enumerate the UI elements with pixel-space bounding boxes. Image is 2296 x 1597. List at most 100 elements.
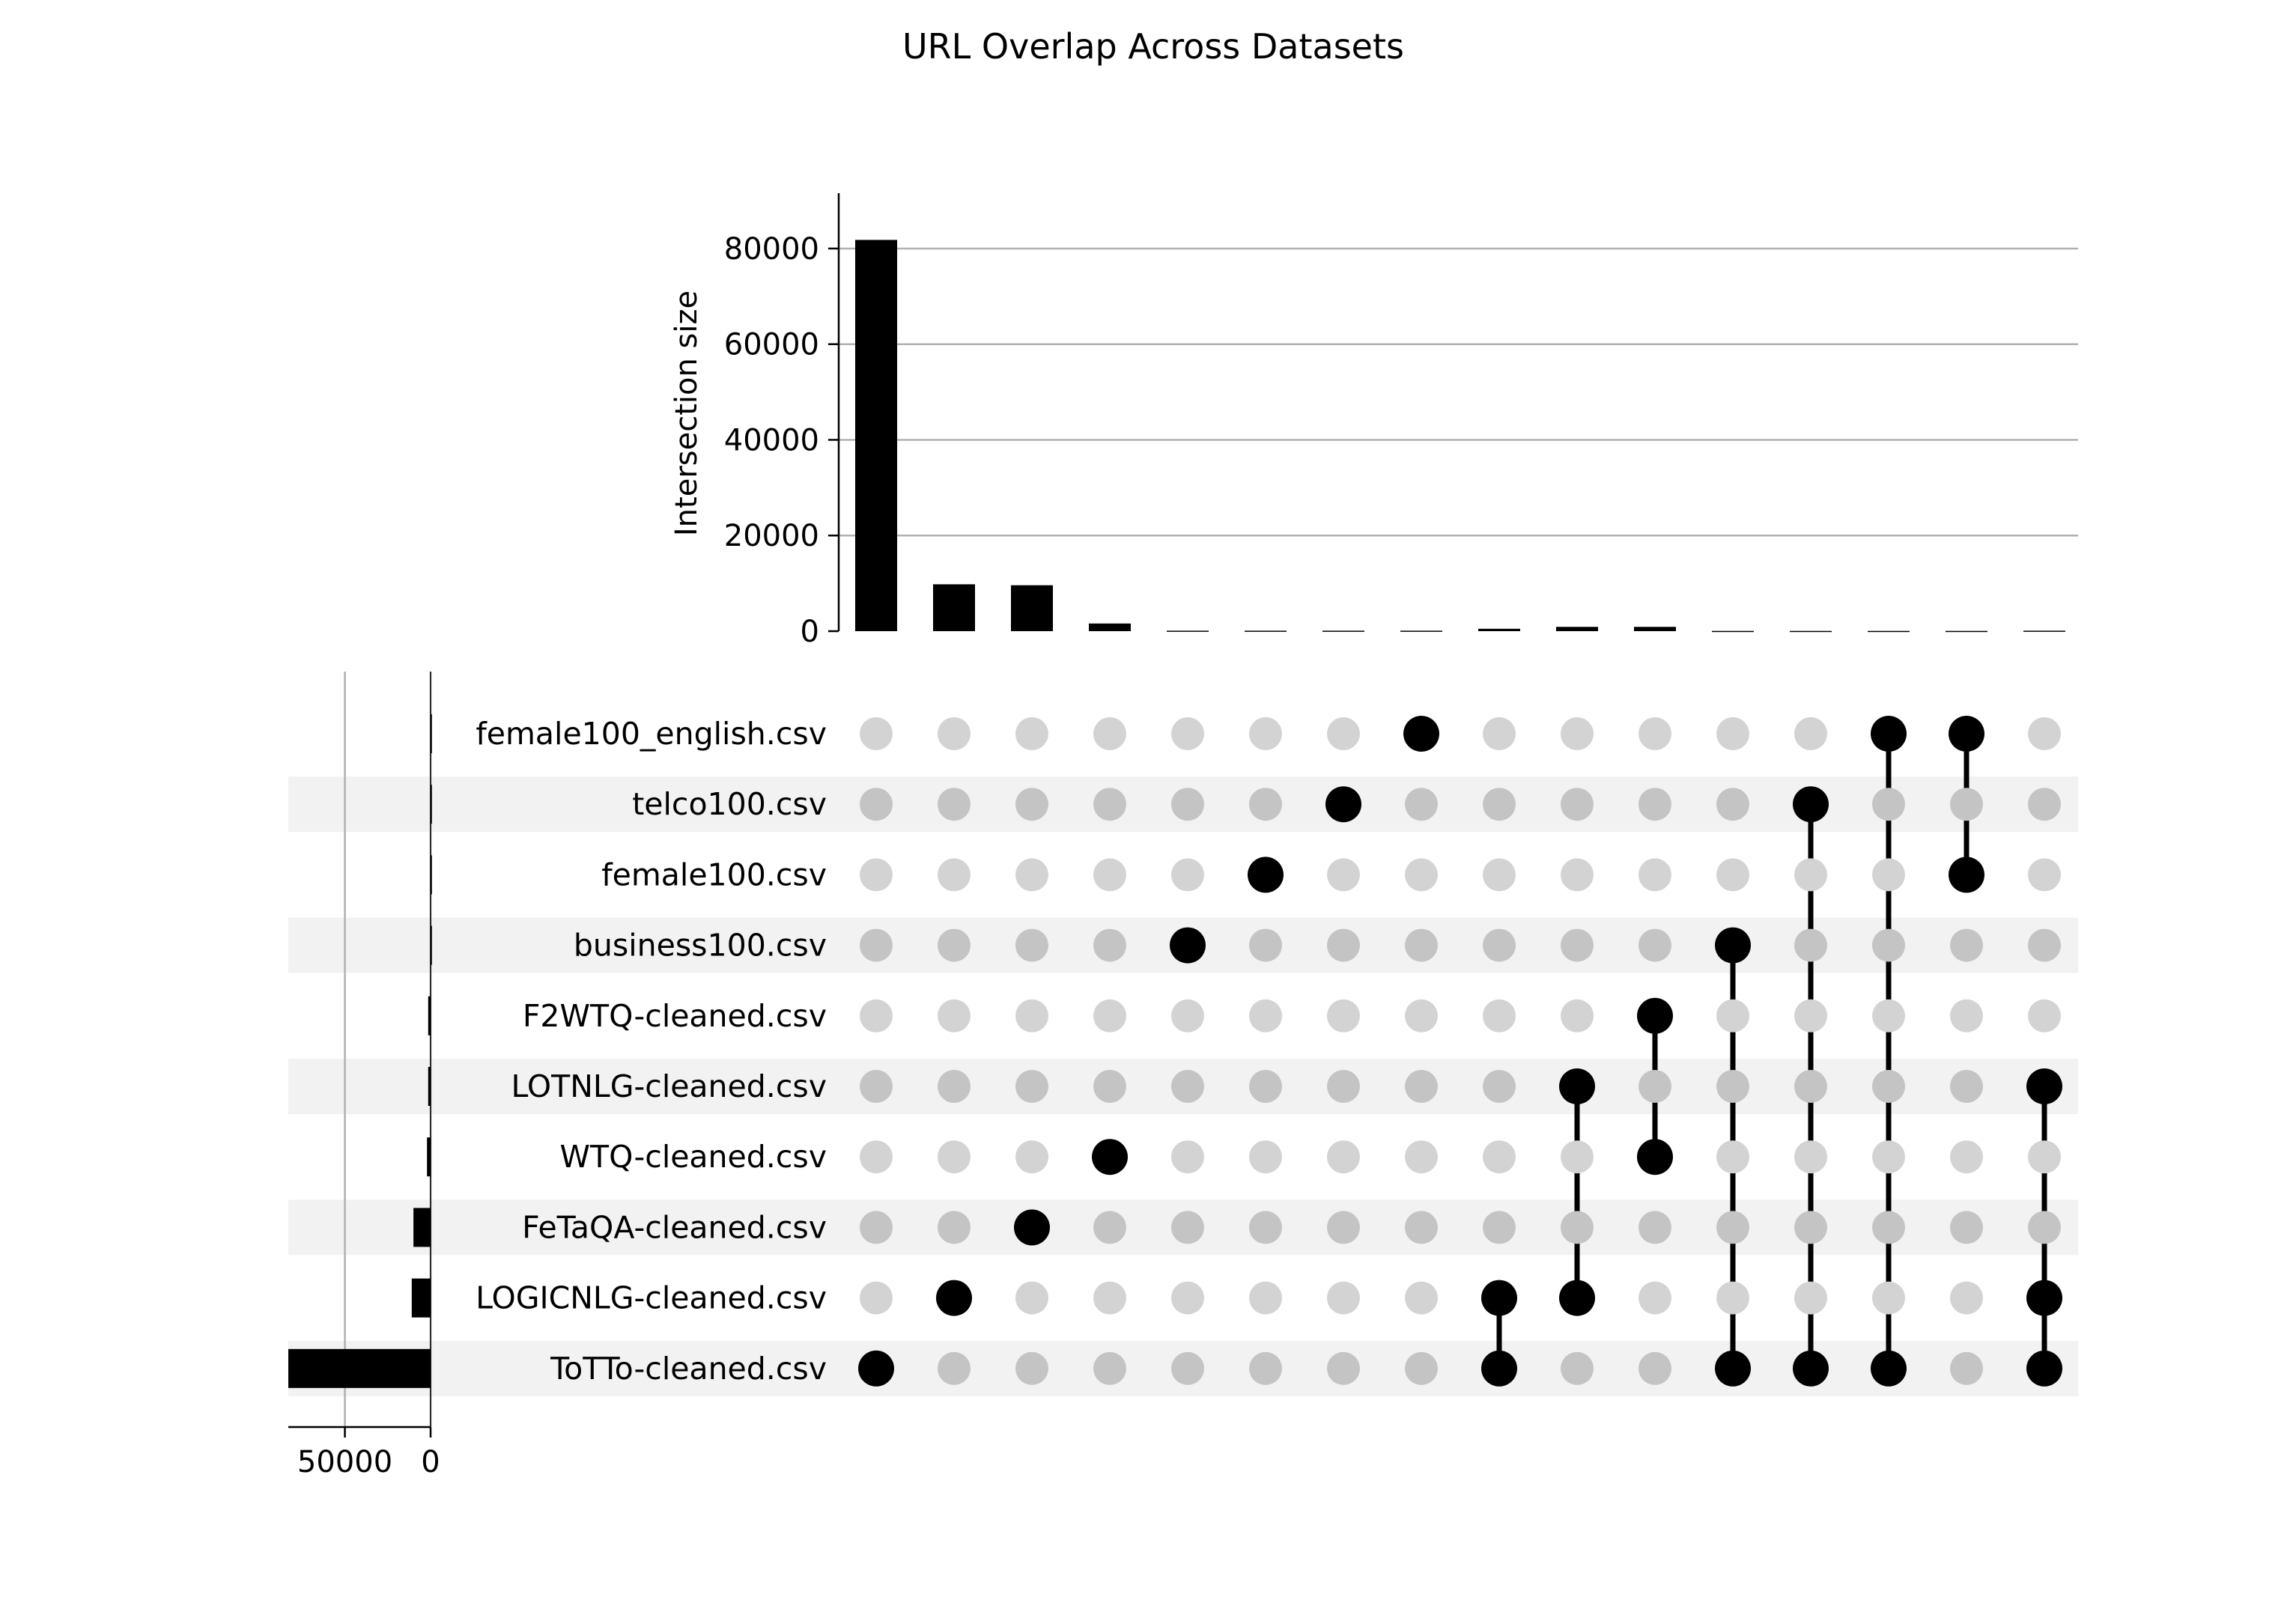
matrix-dot-inactive bbox=[2028, 928, 2061, 962]
matrix-dot-active bbox=[1481, 1350, 1517, 1387]
matrix-dot-inactive bbox=[1171, 1070, 1204, 1103]
matrix-dot-inactive bbox=[1561, 1351, 1594, 1385]
matrix-dot-inactive bbox=[1093, 1070, 1126, 1103]
matrix-dot-inactive bbox=[1093, 1211, 1126, 1244]
matrix-dot-inactive bbox=[1716, 717, 1749, 750]
set-label: business100.csv bbox=[574, 928, 827, 964]
matrix-dot-inactive bbox=[860, 858, 893, 892]
matrix-dot-inactive bbox=[1872, 1281, 1905, 1315]
matrix-dot-inactive bbox=[1483, 1070, 1516, 1103]
matrix-dot-inactive bbox=[938, 1070, 971, 1103]
matrix-dot-inactive bbox=[1872, 999, 1905, 1032]
matrix-dot-inactive bbox=[1171, 788, 1204, 821]
matrix-dot-inactive bbox=[1716, 858, 1749, 892]
matrix-dot-inactive bbox=[938, 717, 971, 750]
matrix-dot-inactive bbox=[1405, 858, 1438, 892]
matrix-dot-inactive bbox=[1015, 928, 1048, 962]
matrix-dot-inactive bbox=[1483, 999, 1516, 1032]
intersection-bar bbox=[1245, 630, 1287, 632]
matrix-dot-inactive bbox=[1015, 999, 1048, 1032]
set-size-bar bbox=[430, 714, 432, 753]
matrix-dot-inactive bbox=[1327, 928, 1360, 962]
membership-matrix bbox=[858, 716, 2062, 1387]
matrix-dot-inactive bbox=[1249, 717, 1282, 750]
matrix-dot-inactive bbox=[1716, 1211, 1749, 1244]
matrix-dot-inactive bbox=[1794, 1070, 1827, 1103]
matrix-dot-inactive bbox=[1015, 1140, 1048, 1174]
y-tick-label: 20000 bbox=[724, 519, 819, 553]
matrix-dot-active bbox=[1793, 1350, 1829, 1387]
matrix-dot-inactive bbox=[938, 1351, 971, 1385]
intersection-bar bbox=[1712, 630, 1754, 633]
matrix-dot-inactive bbox=[1483, 788, 1516, 821]
chart-title: URL Overlap Across Datasets bbox=[902, 26, 1404, 67]
matrix-dot-active bbox=[1715, 1350, 1751, 1387]
matrix-dot-active bbox=[1014, 1209, 1050, 1246]
matrix-dot-inactive bbox=[1093, 1351, 1126, 1385]
matrix-dot-inactive bbox=[1561, 999, 1594, 1032]
matrix-dot-inactive bbox=[1794, 1211, 1827, 1244]
matrix-dot-inactive bbox=[1872, 858, 1905, 892]
matrix-dot-inactive bbox=[1483, 1140, 1516, 1174]
matrix-dot-inactive bbox=[1093, 999, 1126, 1032]
matrix-dot-inactive bbox=[1327, 1281, 1360, 1315]
intersection-bar bbox=[1478, 628, 1520, 631]
matrix-dot-inactive bbox=[1405, 1070, 1438, 1103]
matrix-dot-inactive bbox=[1950, 788, 1983, 821]
set-size-bar bbox=[430, 925, 432, 965]
set-size-bar bbox=[428, 996, 431, 1035]
matrix-dot-inactive bbox=[1249, 1351, 1282, 1385]
set-label: LOTNLG-cleaned.csv bbox=[511, 1068, 827, 1104]
intersection-bar bbox=[1167, 630, 1209, 632]
set-label: FeTaQA-cleaned.csv bbox=[522, 1209, 827, 1245]
matrix-dot-inactive bbox=[1794, 858, 1827, 892]
intersection-bar bbox=[2023, 630, 2065, 632]
set-size-bar bbox=[430, 785, 432, 824]
intersection-bar bbox=[1868, 630, 1910, 633]
matrix-dot-inactive bbox=[1639, 717, 1671, 750]
matrix-dot-inactive bbox=[860, 1140, 893, 1174]
set-labels: female100_english.csv telco100.csv female1… bbox=[476, 716, 827, 1387]
matrix-dot-active bbox=[858, 1350, 894, 1387]
matrix-dot-inactive bbox=[860, 1281, 893, 1315]
matrix-dot-inactive bbox=[1327, 1070, 1360, 1103]
matrix-dot-active bbox=[1871, 1350, 1907, 1387]
matrix-dot-inactive bbox=[1405, 788, 1438, 821]
matrix-dot-inactive bbox=[1639, 858, 1671, 892]
matrix-dot-active bbox=[1559, 1280, 1595, 1316]
set-label: F2WTQ-cleaned.csv bbox=[523, 998, 827, 1034]
matrix-dot-inactive bbox=[1171, 717, 1204, 750]
matrix-dot-inactive bbox=[1561, 717, 1594, 750]
matrix-dot-inactive bbox=[1015, 788, 1048, 821]
matrix-dot-inactive bbox=[1171, 1211, 1204, 1244]
matrix-dot-inactive bbox=[938, 999, 971, 1032]
matrix-dot-inactive bbox=[1327, 1211, 1360, 1244]
matrix-dot-inactive bbox=[2028, 788, 2061, 821]
matrix-dot-inactive bbox=[1483, 717, 1516, 750]
matrix-dot-inactive bbox=[860, 717, 893, 750]
intersection-bar bbox=[1634, 627, 1676, 631]
matrix-dot-inactive bbox=[1716, 1070, 1749, 1103]
matrix-dot-active bbox=[1793, 786, 1829, 823]
y-tick-label: 0 bbox=[801, 615, 819, 649]
matrix-dot-active bbox=[936, 1280, 972, 1316]
matrix-dot-inactive bbox=[1639, 1281, 1671, 1315]
matrix-dot-active bbox=[1637, 1139, 1673, 1175]
matrix-dot-inactive bbox=[938, 858, 971, 892]
matrix-dot-inactive bbox=[1327, 999, 1360, 1032]
matrix-dot-inactive bbox=[1872, 788, 1905, 821]
matrix-dot-inactive bbox=[1483, 1211, 1516, 1244]
matrix-dot-inactive bbox=[1093, 788, 1126, 821]
matrix-dot-inactive bbox=[1639, 788, 1671, 821]
intersection-bar bbox=[1556, 627, 1598, 631]
matrix-dot-active bbox=[1248, 857, 1284, 893]
matrix-dot-inactive bbox=[1716, 999, 1749, 1032]
matrix-dot-inactive bbox=[1794, 1140, 1827, 1174]
matrix-dot-inactive bbox=[860, 928, 893, 962]
intersection-bar bbox=[855, 240, 897, 631]
matrix-dot-active bbox=[1637, 997, 1673, 1034]
matrix-dot-inactive bbox=[1093, 928, 1126, 962]
matrix-dot-inactive bbox=[1872, 1070, 1905, 1103]
intersection-bar bbox=[1946, 630, 1987, 633]
